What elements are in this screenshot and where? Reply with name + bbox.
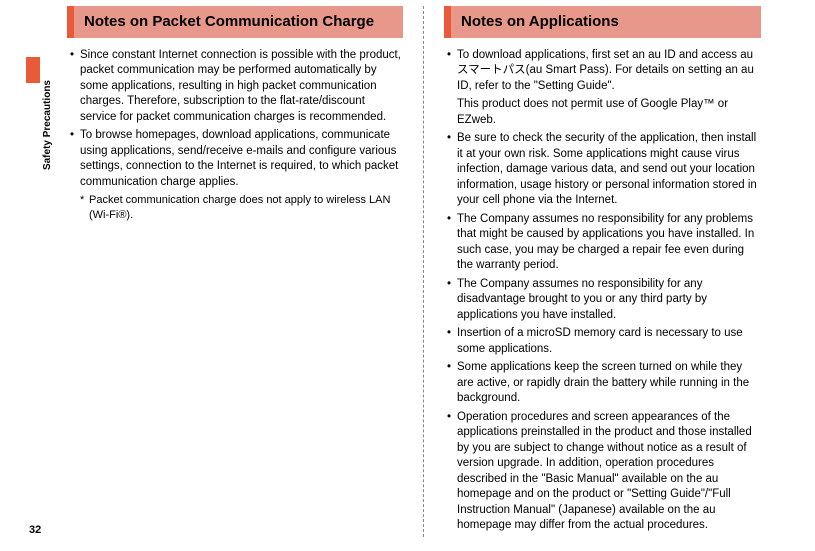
right-section-header: Notes on Applications (444, 6, 761, 38)
left-subnote: Packet communication charge does not app… (67, 193, 403, 223)
list-item: Some applications keep the screen turned… (444, 360, 761, 407)
list-item: The Company assumes no responsibility fo… (444, 277, 761, 324)
right-bullet-list-2: Be sure to check the security of the app… (444, 131, 761, 534)
list-item: Operation procedures and screen appearan… (444, 410, 761, 534)
left-bullet-list: Since constant Internet connection is po… (67, 48, 403, 191)
sidebar-section-label: Safety Precautions (42, 80, 53, 170)
right-column: Notes on Applications To download applic… (423, 6, 779, 537)
page-number: 32 (29, 524, 41, 536)
right-bullet-list: To download applications, first set an a… (444, 48, 761, 95)
right-continuation: This product does not permit use of Goog… (444, 97, 761, 128)
list-item: Be sure to check the security of the app… (444, 131, 761, 209)
left-section-header: Notes on Packet Communication Charge (67, 6, 403, 38)
list-item: To download applications, first set an a… (444, 48, 761, 95)
list-item: To browse homepages, download applicatio… (67, 128, 403, 190)
left-column: Notes on Packet Communication Charge Sin… (67, 6, 423, 537)
list-item: Insertion of a microSD memory card is ne… (444, 326, 761, 357)
content-columns: Notes on Packet Communication Charge Sin… (67, 6, 779, 537)
sidebar-accent-tab (26, 57, 40, 83)
list-item: Since constant Internet connection is po… (67, 48, 403, 126)
list-item: The Company assumes no responsibility fo… (444, 212, 761, 274)
